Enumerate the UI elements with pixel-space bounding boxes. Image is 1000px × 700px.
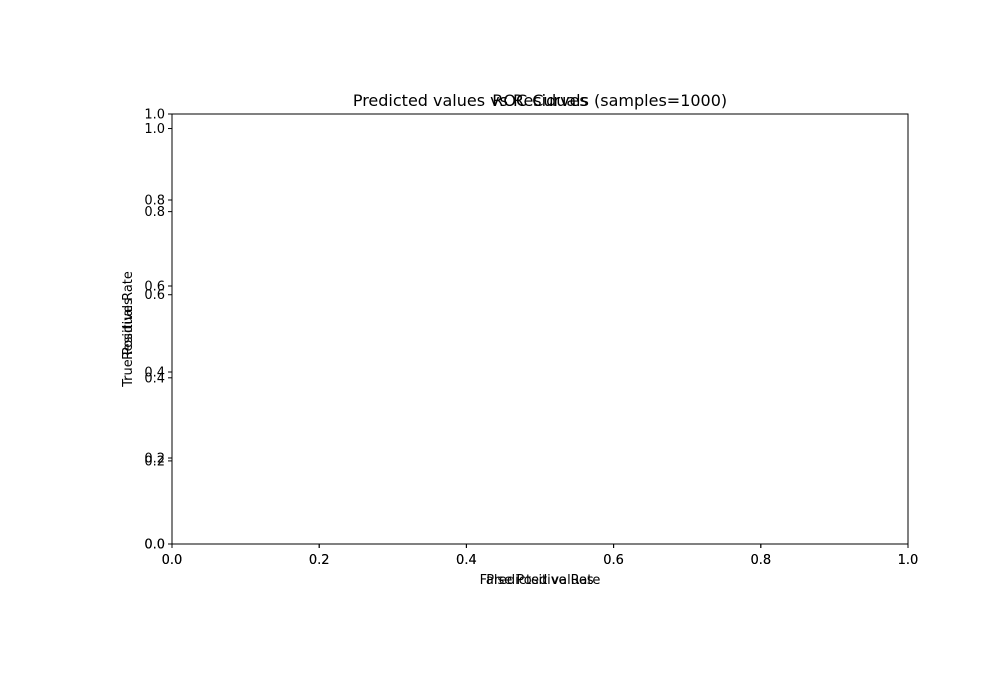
- chart1-x-tick-label: 0.8: [750, 553, 771, 568]
- chart2-x-tick-label: 0.8: [750, 553, 771, 568]
- chart1-x-tick-label: 0.4: [456, 553, 477, 568]
- chart2-y-tick-label: 0.6: [144, 288, 165, 303]
- chart1-y-tick-label: 0.8: [144, 194, 165, 209]
- chart1-y-tick-label: 0.6: [144, 280, 165, 295]
- chart2-x-tick-label: 1.0: [898, 553, 919, 568]
- chart2-x-axis-label: Predicted values: [486, 573, 594, 588]
- chart1-x-tick-label: 0.2: [309, 553, 330, 568]
- chart2-x-tick-label: 0.6: [603, 553, 624, 568]
- chart2-x-tick-label: 0.4: [456, 553, 477, 568]
- plots-layer: 0.0 0.2 0.4 0.6 0.8 1.0 0.0 0.2 0.4 0.6 0.8 1.0 ROC …: [121, 91, 918, 588]
- chart1-y-tick-label: 0.2: [144, 452, 165, 467]
- chart1-y-tick-label: 0.4: [144, 366, 165, 381]
- chart1-x-tick-label: 1.0: [898, 553, 919, 568]
- chart2-y-tick-label: 1.0: [144, 122, 165, 137]
- chart1-y-axis-label: True Positive Rate: [121, 271, 136, 388]
- chart1-x-tick-label: 0.6: [603, 553, 624, 568]
- chart2-x-tick-label: 0.2: [309, 553, 330, 568]
- chart1-y-tick-label: 0.0: [144, 538, 165, 553]
- chart1-title: ROC Curves: [492, 91, 588, 110]
- chart2-y-axis-label: Residuals: [121, 298, 136, 360]
- chart2-y-tick-label: 0.4: [144, 371, 165, 386]
- chart1-y-tick-label: 1.0: [144, 108, 165, 123]
- chart2-x-tick-label: 0.0: [162, 553, 183, 568]
- chart1-x-axis-label: False Positive Rate: [480, 573, 601, 588]
- chart1-x-tick-label: 0.0: [162, 553, 183, 568]
- chart2-y-tick-label: 0.0: [144, 538, 165, 553]
- chart2-y-tick-label: 0.2: [144, 454, 165, 469]
- chart2-title: Predicted values vs Residuals (samples=1…: [353, 91, 727, 110]
- chart2-axes-frame: [171, 113, 909, 545]
- chart2-y-tick-label: 0.8: [144, 205, 165, 220]
